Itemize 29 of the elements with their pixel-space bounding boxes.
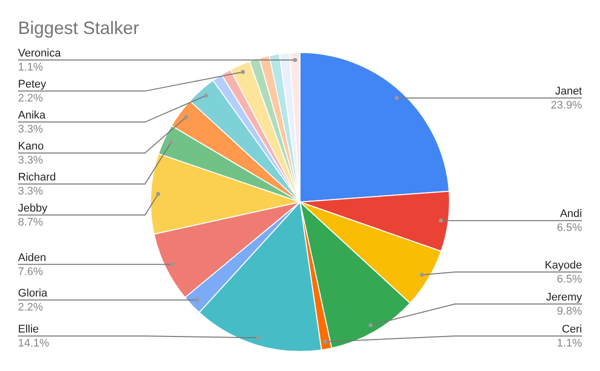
data-label: 23.9%: [550, 100, 582, 112]
data-label: 6.5%: [556, 274, 582, 286]
slice-label: Petey: [18, 78, 47, 91]
slice-label: Ceri: [562, 324, 582, 336]
slice-label: Richard: [18, 172, 56, 184]
data-label: 3.3%: [18, 154, 44, 167]
slice-label: Veronica: [18, 48, 62, 60]
slice-label: Jebby: [18, 202, 48, 215]
data-label: 3.3%: [18, 124, 44, 136]
data-label: 14.1%: [18, 338, 50, 350]
slice-label: Andi: [560, 208, 582, 220]
data-label: 7.6%: [18, 266, 44, 278]
slice-label: Anika: [18, 110, 46, 122]
data-label: 8.7%: [18, 216, 44, 229]
data-label: 1.1%: [18, 62, 44, 74]
slice-label: Gloria: [18, 288, 48, 300]
slice-label: Janet: [555, 86, 582, 98]
data-label: 1.1%: [556, 338, 582, 350]
data-label: 2.2%: [18, 302, 44, 314]
slice-label: Jeremy: [546, 292, 582, 304]
data-label: 9.8%: [556, 306, 582, 318]
chart-title: Biggest Stalker: [18, 18, 140, 39]
slice-label: Ellie: [18, 324, 39, 336]
data-label: 3.3%: [18, 186, 44, 198]
slice-label: Kano: [18, 140, 44, 153]
data-label: 2.2%: [18, 92, 44, 105]
slice-label: Kayode: [544, 260, 582, 272]
slice-label: Aiden: [18, 252, 46, 264]
data-label: 6.5%: [556, 222, 582, 234]
